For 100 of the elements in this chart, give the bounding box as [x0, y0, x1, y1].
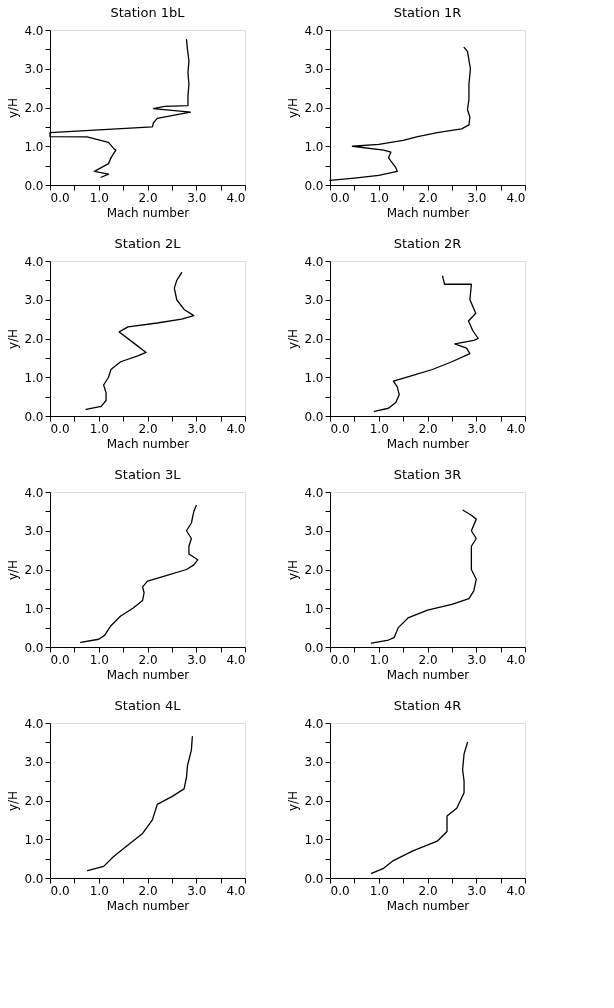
line-series	[80, 504, 199, 643]
x-tick-label: 1.0	[89, 883, 109, 898]
y-axis-title: y/H	[286, 328, 301, 350]
y-axis-title: y/H	[286, 790, 301, 812]
y-tick-label: 4.0	[304, 485, 324, 500]
y-tick-label: 0.0	[304, 640, 324, 655]
x-tick-label: 2.0	[418, 190, 438, 205]
y-tick-label: 2.0	[304, 332, 324, 346]
line-series	[373, 275, 479, 412]
y-tick-label: 3.0	[304, 524, 324, 539]
x-axis-title: Mach number	[106, 205, 190, 220]
x-tick-label: 3.0	[467, 421, 487, 436]
line-series	[370, 509, 477, 644]
y-tick-label: 0.0	[304, 871, 324, 886]
x-tick-label: 0.0	[50, 883, 70, 898]
x-tick-label: 1.0	[369, 883, 389, 898]
y-axis-title: y/H	[6, 559, 21, 581]
x-tick-label: 3.0	[187, 883, 207, 898]
y-tick-label: 0.0	[24, 178, 44, 193]
chart-title: Station 3L	[114, 467, 182, 482]
y-tick-label: 1.0	[304, 601, 324, 616]
y-tick-label: 4.0	[304, 716, 324, 731]
y-tick-label: 3.0	[304, 293, 324, 308]
x-tick-label: 0.0	[50, 652, 70, 667]
x-tick-label: 0.0	[330, 652, 350, 667]
y-tick-label: 0.0	[24, 409, 44, 424]
chart-title: Station 1R	[393, 5, 462, 20]
y-tick-label: 4.0	[24, 485, 44, 500]
x-tick-label: 1.0	[89, 421, 109, 436]
y-tick-label: 4.0	[304, 254, 324, 269]
x-axis-title: Mach number	[386, 667, 470, 682]
x-tick-label: 1.0	[369, 652, 389, 667]
x-tick-label: 2.0	[418, 421, 438, 436]
x-tick-label: 4.0	[226, 883, 246, 898]
x-tick-label: 3.0	[467, 883, 487, 898]
x-tick-label: 4.0	[506, 883, 526, 898]
y-tick-label: 3.0	[304, 62, 324, 77]
x-tick-label: 2.0	[138, 421, 158, 436]
y-axis-title: y/H	[6, 790, 21, 812]
x-axis-title: Mach number	[106, 436, 190, 451]
y-tick-label: 2.0	[24, 101, 44, 115]
x-tick-label: 3.0	[187, 652, 207, 667]
x-tick-label: 3.0	[187, 190, 207, 205]
x-tick-label: 0.0	[330, 883, 350, 898]
x-tick-label: 0.0	[330, 421, 350, 436]
x-tick-label: 1.0	[89, 652, 109, 667]
y-tick-label: 2.0	[304, 101, 324, 115]
x-tick-label: 3.0	[467, 190, 487, 205]
x-tick-label: 2.0	[418, 883, 438, 898]
x-tick-label: 1.0	[369, 190, 389, 205]
x-axis-title: Mach number	[386, 205, 470, 220]
x-tick-label: 2.0	[138, 190, 158, 205]
y-tick-label: 1.0	[24, 370, 44, 385]
y-tick-label: 0.0	[24, 640, 44, 655]
chart-title: Station 1bL	[110, 5, 186, 20]
x-tick-label: 2.0	[418, 652, 438, 667]
y-axis-title: y/H	[6, 328, 21, 350]
y-tick-label: 3.0	[24, 62, 44, 77]
line-series	[85, 271, 195, 411]
y-tick-label: 2.0	[24, 794, 44, 808]
x-tick-label: 1.0	[369, 421, 389, 436]
x-axis-title: Mach number	[386, 898, 470, 913]
x-tick-label: 4.0	[226, 421, 246, 436]
x-tick-label: 0.0	[50, 190, 70, 205]
chart-title: Station 3R	[393, 467, 462, 482]
x-tick-label: 4.0	[226, 652, 246, 667]
x-tick-label: 4.0	[506, 190, 526, 205]
x-tick-label: 0.0	[50, 421, 70, 436]
x-tick-label: 1.0	[89, 190, 109, 205]
y-tick-label: 4.0	[304, 23, 324, 38]
y-tick-label: 1.0	[304, 370, 324, 385]
x-tick-label: 4.0	[506, 421, 526, 436]
y-tick-label: 2.0	[304, 563, 324, 577]
y-tick-label: 4.0	[24, 23, 44, 38]
chart-title: Station 2R	[393, 236, 462, 251]
x-tick-label: 0.0	[330, 190, 350, 205]
y-tick-label: 3.0	[24, 524, 44, 539]
y-tick-label: 1.0	[24, 601, 44, 616]
x-tick-label: 4.0	[506, 652, 526, 667]
x-axis-title: Mach number	[106, 667, 190, 682]
y-tick-label: 2.0	[24, 332, 44, 346]
y-tick-label: 0.0	[304, 409, 324, 424]
y-tick-label: 2.0	[24, 563, 44, 577]
y-tick-label: 1.0	[24, 832, 44, 847]
chart-title: Station 4R	[393, 698, 462, 713]
y-axis-title: y/H	[286, 97, 301, 119]
x-tick-label: 3.0	[187, 421, 207, 436]
y-tick-label: 3.0	[24, 293, 44, 308]
y-tick-label: 1.0	[304, 832, 324, 847]
y-tick-label: 0.0	[24, 871, 44, 886]
y-tick-label: 2.0	[304, 794, 324, 808]
x-tick-label: 2.0	[138, 652, 158, 667]
y-axis-title: y/H	[286, 559, 301, 581]
y-tick-label: 4.0	[24, 716, 44, 731]
chart-title: Station 4L	[114, 698, 182, 713]
chart-title: Station 2L	[114, 236, 182, 251]
y-axis-title: y/H	[6, 97, 21, 119]
x-tick-label: 3.0	[467, 652, 487, 667]
x-axis-title: Mach number	[386, 436, 470, 451]
y-tick-label: 3.0	[24, 755, 44, 770]
